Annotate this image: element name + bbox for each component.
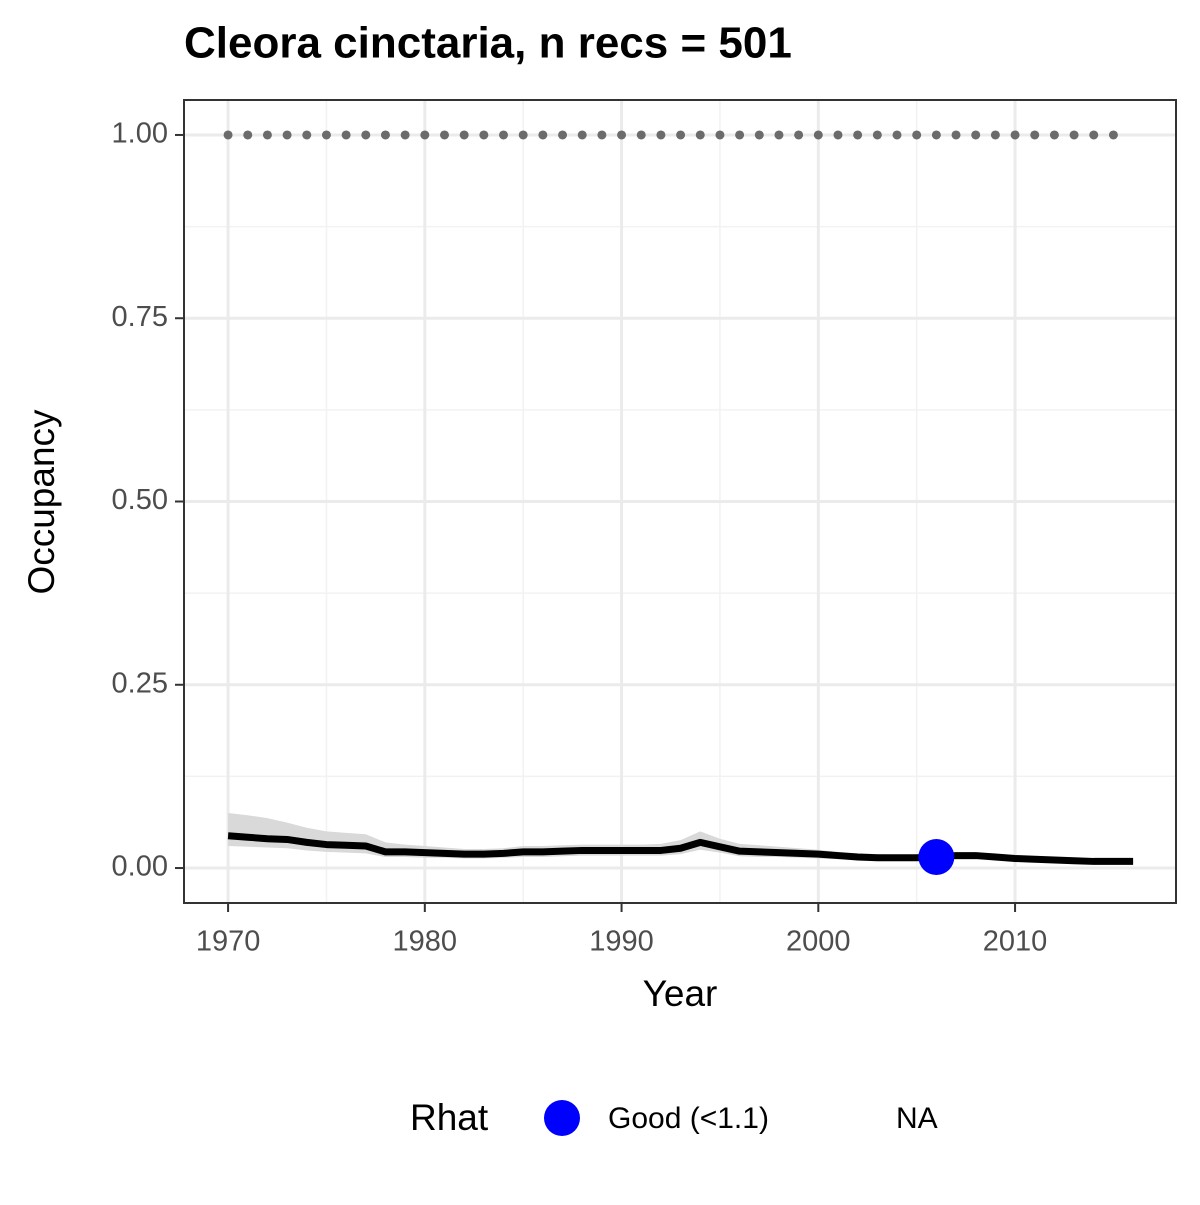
reference-dot — [990, 130, 1000, 140]
reference-dot — [420, 130, 430, 140]
reference-dot — [1049, 130, 1059, 140]
reference-dot — [774, 130, 784, 140]
reference-dot — [243, 130, 253, 140]
reference-dot — [656, 130, 666, 140]
line — [227, 832, 1134, 865]
point — [918, 839, 955, 876]
x-tick-label: 1990 — [589, 926, 654, 958]
panel-border — [183, 99, 1177, 904]
reference-dot — [479, 130, 489, 140]
reference-dot — [321, 130, 331, 140]
y-axis-title: Occupancy — [21, 409, 62, 595]
reference-dot — [400, 130, 410, 140]
reference-dot — [1069, 130, 1079, 140]
reference-dot — [1089, 130, 1099, 140]
reference-dot — [754, 130, 764, 140]
reference-dot — [617, 130, 627, 140]
reference-dot — [459, 130, 469, 140]
legend-symbol — [544, 1100, 580, 1136]
reference-dot — [1108, 130, 1118, 140]
x-axis-title: Year — [643, 973, 718, 1014]
reference-dot — [302, 130, 312, 140]
reference-dot — [223, 130, 233, 140]
legend-label: Good (<1.1) — [608, 1102, 769, 1135]
reference-dot — [597, 130, 607, 140]
reference-dot — [282, 130, 292, 140]
reference-dot — [715, 130, 725, 140]
y-tick-label: 0.00 — [112, 851, 168, 883]
y-tick-label: 0.75 — [112, 301, 168, 333]
reference-dot — [1030, 130, 1040, 140]
x-tick-label: 2000 — [786, 926, 851, 958]
reference-dot — [636, 130, 646, 140]
reference-dot — [813, 130, 823, 140]
x-tick-label: 1980 — [393, 926, 458, 958]
reference-dot — [735, 130, 745, 140]
reference-dot — [499, 130, 509, 140]
x-tick-label: 2010 — [983, 926, 1048, 958]
reference-dot — [676, 130, 686, 140]
reference-dot — [538, 130, 548, 140]
reference-dot — [558, 130, 568, 140]
reference-dot — [439, 130, 449, 140]
reference-dot — [1010, 130, 1020, 140]
chart-title: Cleora cinctaria, n recs = 501 — [184, 19, 792, 68]
y-tick-label: 0.25 — [112, 667, 168, 699]
reference-dot — [577, 130, 587, 140]
legend-label: NA — [896, 1102, 938, 1135]
x-tick-label: 1970 — [196, 926, 261, 958]
reference-dot — [951, 130, 961, 140]
reference-dot — [794, 130, 804, 140]
reference-dot — [361, 130, 371, 140]
reference-dot — [912, 130, 922, 140]
reference-dot — [833, 130, 843, 140]
reference-dot — [971, 130, 981, 140]
y-tick-label: 0.50 — [112, 484, 168, 516]
reference-dot — [518, 130, 528, 140]
reference-dot — [872, 130, 882, 140]
legend-title: Rhat — [410, 1097, 489, 1138]
reference-dot — [380, 130, 390, 140]
y-tick-label: 1.00 — [112, 118, 168, 150]
reference-dot — [695, 130, 705, 140]
reference-dot — [853, 130, 863, 140]
reference-dot — [931, 130, 941, 140]
reference-dot — [341, 130, 351, 140]
reference-dot — [262, 130, 272, 140]
reference-dot — [892, 130, 902, 140]
